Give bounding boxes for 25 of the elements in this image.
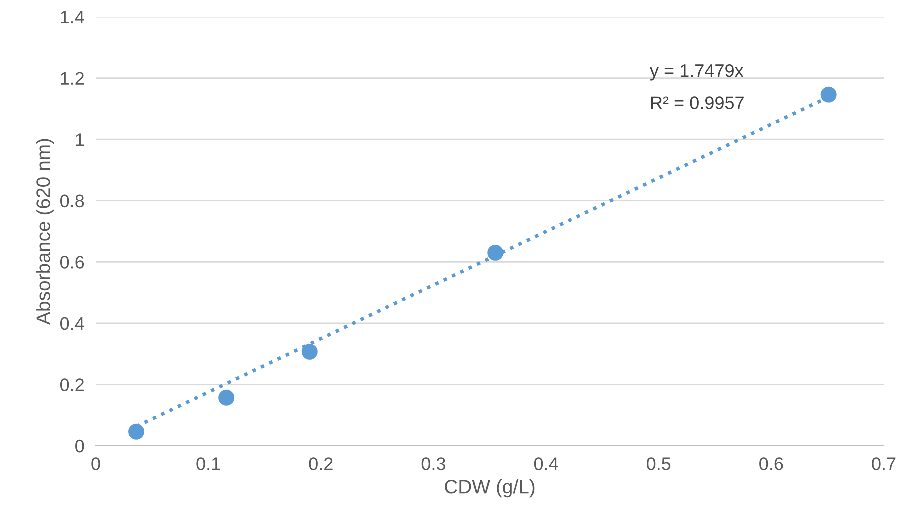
y-tick-label: 1.2 <box>61 72 84 85</box>
point <box>302 344 318 360</box>
annotation: y = 1.7479x <box>650 64 744 81</box>
point <box>488 244 504 261</box>
y-tick-label: 0.2 <box>60 378 84 392</box>
annotation: R² = 0.9957 <box>651 96 744 110</box>
x-tick-label: 0.6 <box>760 458 784 470</box>
x-tick-label: 0.2 <box>309 458 333 470</box>
point <box>820 86 837 103</box>
x-tick-label: 0.5 <box>647 458 671 470</box>
y-axis-title: Absorbance (620 nm) <box>36 139 54 325</box>
y-tick-label: 0.4 <box>60 317 84 330</box>
y-tick-label: 0.6 <box>60 256 84 269</box>
x-axis-title: CDW (g/L) <box>445 480 535 498</box>
point <box>128 424 145 440</box>
x-tick-label: 0.4 <box>534 458 558 470</box>
point <box>218 390 235 406</box>
y-tick-label: 1 <box>76 134 84 146</box>
y-tick-label: 1.4 <box>61 11 84 24</box>
y-tick-label: 0.8 <box>60 194 84 208</box>
x-tick-label: 0.7 <box>872 458 896 470</box>
x-tick-label: 0 <box>92 458 100 470</box>
x-tick-label: 0.3 <box>422 458 446 470</box>
y-tick-label: 0 <box>76 440 84 453</box>
x-tick-label: 0.1 <box>196 458 220 470</box>
